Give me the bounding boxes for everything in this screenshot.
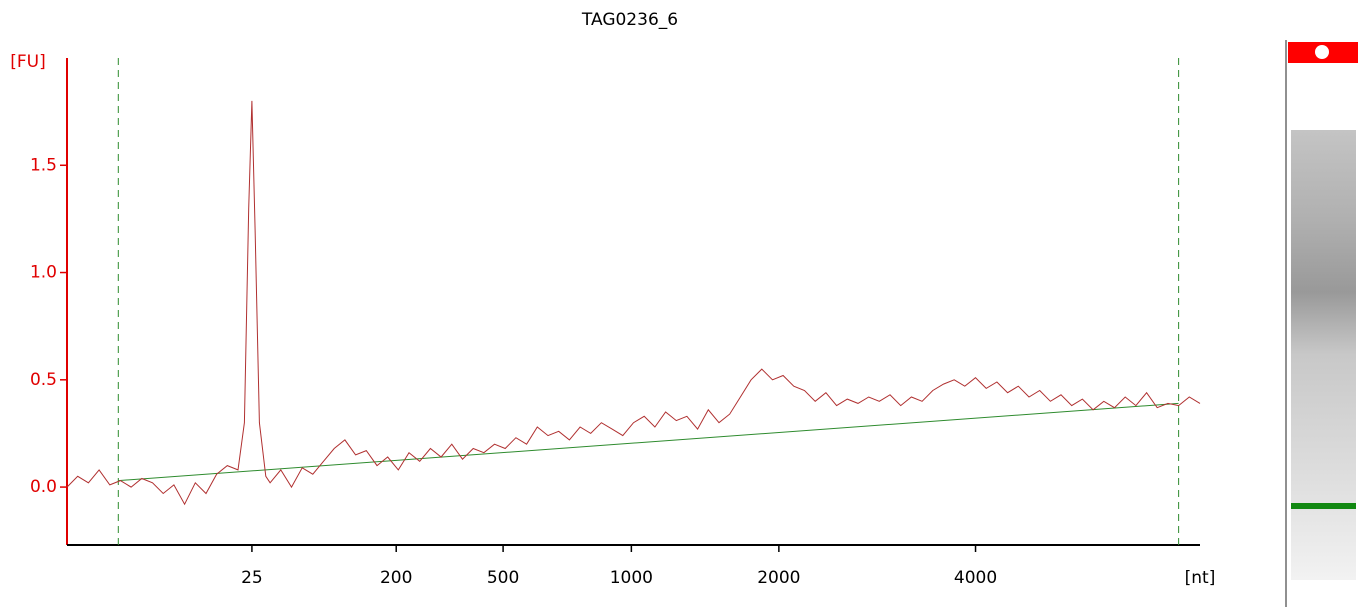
- baseline: [118, 402, 1179, 482]
- y-tick-label: 0.0: [30, 477, 57, 497]
- y-tick-label: 0.5: [30, 370, 57, 390]
- gel-lane: [1285, 40, 1358, 607]
- x-tick-label: 25: [241, 568, 263, 588]
- trace-line: [66, 100, 1201, 506]
- x-tick-label: 1000: [610, 568, 653, 588]
- y-tick-label: 1.5: [30, 155, 57, 175]
- x-tick-label: 2000: [757, 568, 800, 588]
- x-tick-label: 500: [487, 568, 519, 588]
- x-tick-label: 4000: [954, 568, 997, 588]
- y-axis-label: [FU]: [10, 52, 46, 72]
- x-tick-label: 200: [380, 568, 412, 588]
- chart-title: TAG0236_6: [581, 10, 678, 30]
- y-tick-label: 1.0: [30, 263, 57, 283]
- x-axis-label: [nt]: [1185, 568, 1216, 588]
